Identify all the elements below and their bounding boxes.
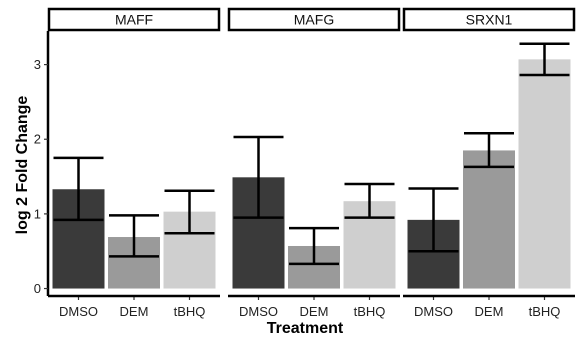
x-tick-label: DEM [475,304,504,319]
bar-dem [463,150,515,289]
x-tick-label: DEM [300,304,329,319]
x-tick-label: tBHQ [174,304,206,319]
y-tick-label: 0 [34,281,41,296]
facet-strip [227,7,401,32]
facet-label: MAFF [115,12,153,28]
x-tick-label: DMSO [239,304,278,319]
error-bar-dmso [408,187,459,253]
error-bar-dem [464,132,514,169]
error-bar-dem [289,226,339,266]
chart-panels: MAFF DMSO DEM tBHQ MAFG DMSO DEM tBHQ SRXN1 DMSO D… [47,7,576,319]
error-bar-dmso [53,156,104,222]
panel-maff: MAFF DMSO DEM tBHQ [47,7,221,319]
facet-strip [47,7,221,32]
facet-label: MAFG [294,12,334,28]
x-axis-title: Treatment [267,320,344,337]
x-tick-label: tBHQ [529,304,561,319]
y-axis: 0 1 2 3 [34,31,50,296]
error-bar-tbhq [164,189,215,235]
bar-tbhq [518,59,571,289]
panel-srxn1: SRXN1 DMSO DEM tBHQ [402,7,576,319]
x-tick-label: DMSO [414,304,453,319]
y-tick-label: 3 [34,57,41,72]
error-bar-tbhq [519,42,570,77]
y-tick-label: 2 [34,132,41,147]
facet-strip [402,7,576,32]
x-tick-label: DMSO [59,304,98,319]
error-bar-dem [109,214,159,258]
x-tick-label: tBHQ [354,304,386,319]
panel-mafg: MAFG DMSO DEM tBHQ [227,7,401,319]
y-axis-title: log 2 Fold Change [14,96,31,235]
error-bar-tbhq [344,182,395,219]
error-bar-dmso [233,135,284,219]
y-tick-label: 1 [34,206,41,221]
x-tick-label: DEM [120,304,149,319]
facet-label: SRXN1 [466,12,513,28]
